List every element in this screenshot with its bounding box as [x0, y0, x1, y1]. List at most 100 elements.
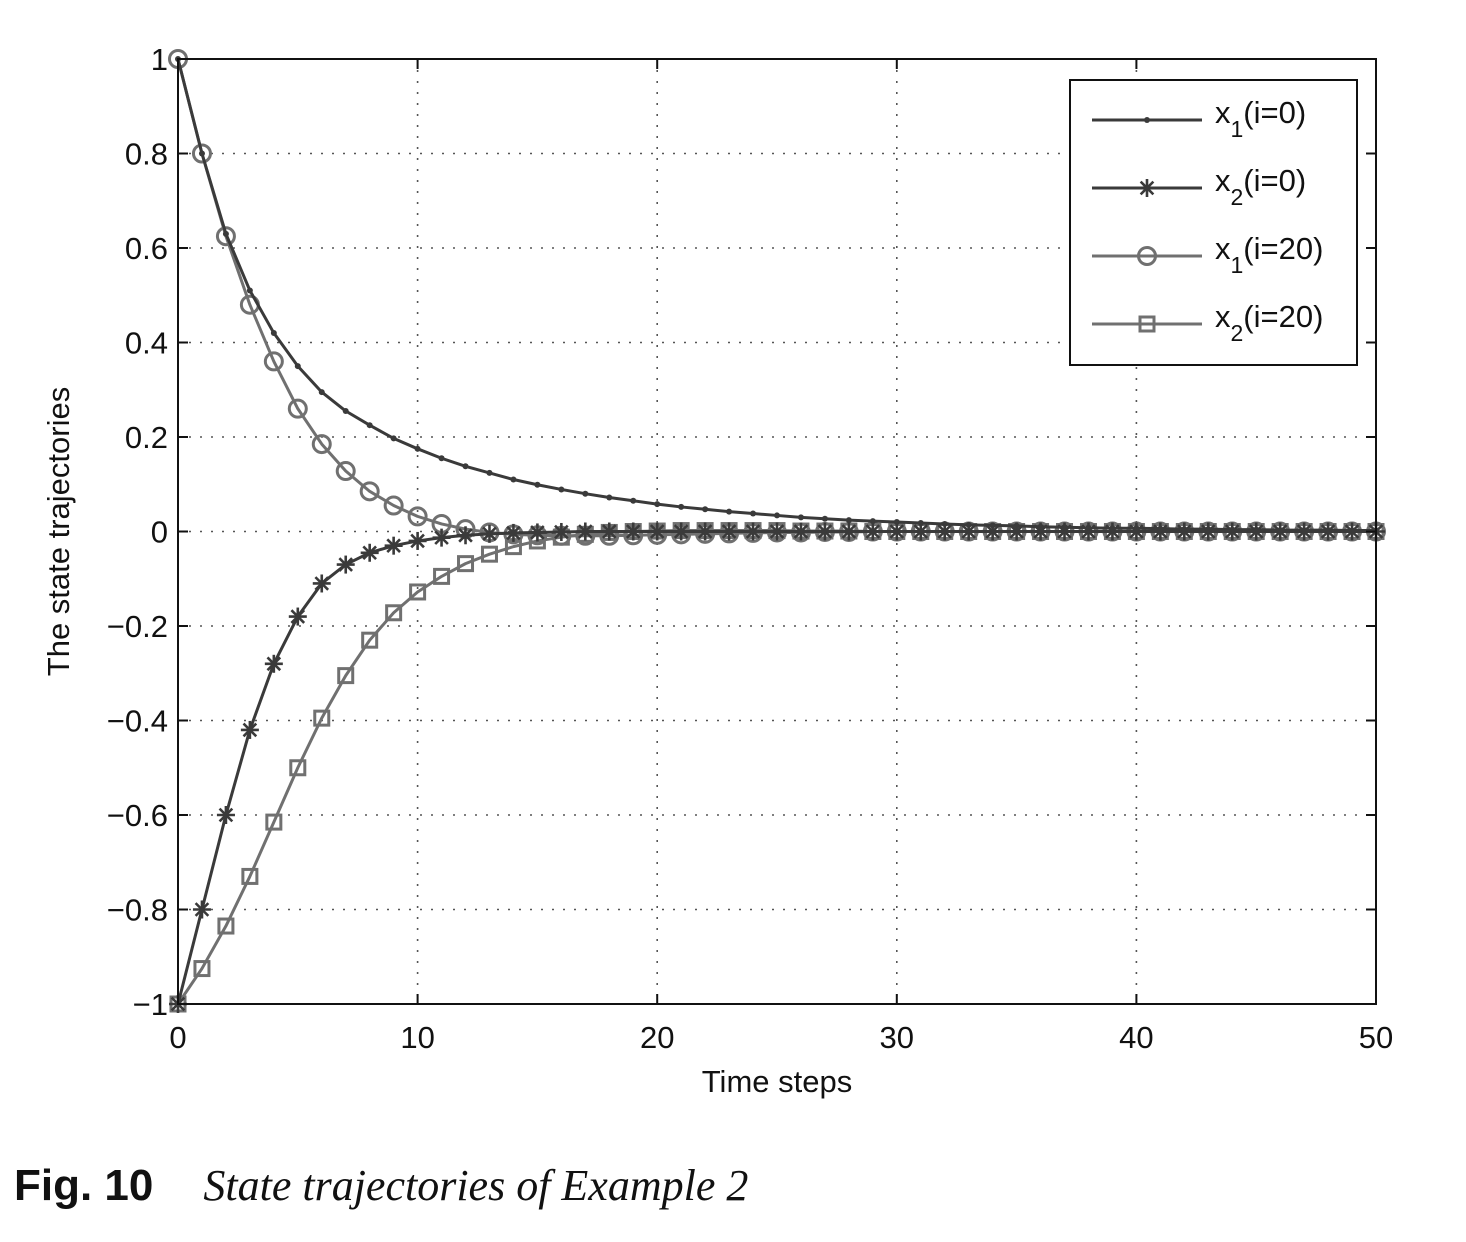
data-point — [744, 522, 763, 541]
data-point — [263, 351, 284, 372]
x-axis-label: Time steps — [702, 1064, 852, 1099]
y-tick-label: 0.4 — [125, 326, 168, 361]
x-tick-label: 20 — [640, 1020, 674, 1055]
data-point — [552, 522, 571, 541]
data-point — [768, 522, 786, 541]
data-point — [678, 503, 685, 510]
data-point — [774, 512, 780, 519]
legend-label: x2(i=0) — [1215, 163, 1306, 210]
series-line — [176, 529, 1376, 1005]
data-point — [192, 900, 211, 919]
y-tick-label: −0.8 — [107, 893, 168, 928]
series-x2(i=0) — [169, 522, 1385, 1013]
x-tick-label: 50 — [1359, 1020, 1393, 1055]
legend: x1(i=0) x2(i=0) x1(i=20) x2(i=20) — [1069, 79, 1358, 366]
data-point — [1013, 522, 1020, 529]
data-point — [198, 150, 205, 157]
x-tick-label: 10 — [400, 1020, 434, 1055]
data-point — [222, 230, 229, 237]
data-point — [462, 463, 469, 470]
data-point — [582, 490, 589, 497]
data-point — [335, 461, 356, 482]
data-point — [311, 434, 332, 455]
data-point — [409, 583, 427, 601]
data-point — [486, 469, 493, 476]
data-point — [887, 522, 906, 541]
data-point — [480, 524, 499, 543]
data-point — [289, 759, 307, 777]
data-point — [534, 481, 541, 488]
data-point — [407, 506, 428, 527]
data-point — [917, 519, 924, 526]
y-tick-label: −0.4 — [107, 704, 168, 739]
data-point — [1277, 527, 1284, 534]
y-tick-label: 1 — [151, 42, 168, 77]
data-point — [318, 389, 325, 396]
y-tick-label: 0 — [151, 515, 168, 550]
data-point — [383, 495, 404, 516]
data-point — [287, 398, 308, 419]
y-tick-label: −1 — [133, 987, 168, 1022]
data-point — [558, 486, 565, 493]
data-point — [654, 501, 661, 508]
axis-ticks: 0 10 20 30 40 50 1 0.8 0.6 0.4 0.2 0 −0.2 −0.4 −0.6 −0.… — [107, 42, 1393, 1055]
legend-marker — [1137, 246, 1157, 266]
y-axis-label: The state trajectories — [41, 387, 76, 676]
y-tick-label: 0.2 — [125, 420, 168, 455]
data-point — [313, 709, 331, 727]
data-point — [648, 522, 667, 541]
y-tick-label: −0.6 — [107, 798, 168, 833]
data-point — [193, 960, 211, 978]
series-x1(i=0) — [175, 56, 1379, 534]
data-point — [869, 518, 876, 525]
data-point — [337, 667, 355, 685]
data-point — [797, 514, 804, 521]
data-point — [390, 435, 397, 442]
data-point — [1229, 526, 1236, 533]
data-point — [510, 476, 517, 483]
data-point — [457, 555, 475, 573]
data-point — [624, 522, 643, 541]
data-point — [672, 522, 691, 541]
legend-item: x1(i=20) — [1092, 231, 1323, 278]
data-point — [941, 520, 948, 527]
data-point — [240, 720, 259, 739]
data-point — [1325, 527, 1332, 534]
data-point — [216, 806, 235, 824]
data-point — [504, 523, 523, 542]
data-point — [1181, 526, 1188, 533]
legend-marker — [1144, 117, 1150, 123]
figure-caption: Fig. 10 State trajectories of Example 2 — [14, 1160, 748, 1211]
data-point — [294, 363, 301, 370]
data-point — [720, 522, 739, 541]
x-tick-label: 40 — [1119, 1020, 1153, 1055]
data-point — [821, 515, 828, 522]
legend-label: x1(i=0) — [1215, 95, 1306, 142]
data-point — [702, 506, 709, 513]
data-point — [1301, 527, 1308, 534]
data-point — [965, 521, 972, 528]
chart: 0 10 20 30 40 50 1 0.8 0.6 0.4 0.2 0 −0.2 −0.4 −0.6 −0.… — [41, 42, 1393, 1099]
data-point — [1037, 523, 1044, 530]
data-point — [989, 522, 996, 529]
data-point — [191, 143, 212, 164]
x-tick-label: 0 — [169, 1020, 186, 1055]
data-point — [863, 522, 882, 541]
data-point — [270, 330, 277, 337]
data-point — [336, 555, 355, 574]
data-point — [696, 522, 715, 541]
data-point — [1205, 526, 1212, 533]
y-tick-label: −0.2 — [107, 609, 168, 644]
data-point — [312, 574, 331, 593]
data-point — [360, 543, 379, 562]
data-point — [361, 631, 379, 649]
series-x2(i=20) — [169, 522, 1385, 1013]
y-tick-label: 0.6 — [125, 231, 168, 266]
data-point — [408, 531, 427, 550]
data-point — [845, 517, 852, 524]
legend-item: x2(i=0) — [1092, 163, 1306, 210]
series-line — [176, 530, 1376, 1005]
data-point — [288, 607, 307, 626]
data-point — [385, 604, 403, 622]
data-point — [893, 519, 900, 526]
